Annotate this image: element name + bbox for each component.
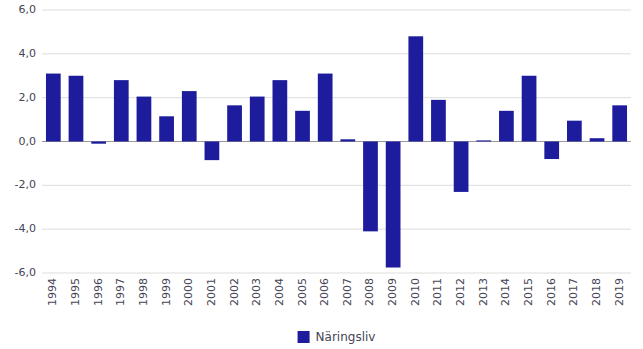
bars [46,36,627,267]
x-tick-label: 2013 [477,278,490,306]
bar [250,97,265,142]
x-tick-label: 2014 [499,278,512,306]
bar [567,121,582,142]
x-tick-label: 2000 [182,278,195,306]
grid-line [42,229,631,230]
y-grid [42,10,631,273]
chart: -6,0 -4,0 -2,0 0,0 2,0 4,0 6,0 1994 1995 1996 1997… [0,0,643,349]
y-tick-label: -2,0 [15,178,36,191]
x-tick-label: 1994 [46,278,59,306]
legend-swatch [298,331,310,343]
y-tick-label: 0,0 [19,135,37,148]
grid-line [42,185,631,186]
x-tick-label: 2011 [431,278,444,306]
bar [91,142,106,144]
bar [137,97,152,142]
x-tick-label: 2001 [205,278,218,306]
x-tick-label: 2019 [613,278,626,306]
bar [114,80,129,141]
bar [612,105,627,141]
bar [499,111,514,142]
bar [295,111,310,142]
bar [318,74,333,142]
bar [454,142,469,192]
x-tick-label: 2012 [454,278,467,306]
x-tick-label: 2015 [522,278,535,306]
bar [159,116,174,141]
bar [476,140,491,141]
x-tick-label: 2009 [386,278,399,306]
y-tick-label: 6,0 [19,3,37,16]
x-tick-label: 2002 [228,278,241,306]
legend-label: Näringsliv [316,330,376,344]
x-tick-label: 2017 [567,278,580,306]
legend: Näringsliv [298,330,376,344]
x-tick-label: 1997 [114,278,127,306]
bar [273,80,288,141]
y-axis: -6,0 -4,0 -2,0 0,0 2,0 4,0 6,0 [15,3,36,279]
x-tick-label: 2016 [545,278,558,306]
y-tick-label: 2,0 [19,91,37,104]
x-tick-label: 2010 [409,278,422,306]
x-tick-label: 2007 [341,278,354,306]
x-tick-label: 2004 [273,278,286,306]
bar [46,74,61,142]
x-tick-label: 2006 [318,278,331,306]
x-tick-label: 1999 [160,278,173,306]
bar [227,105,242,141]
grid-line [42,141,631,142]
y-tick-label: -4,0 [15,222,36,235]
x-tick-label: 2005 [296,278,309,306]
x-tick-label: 1996 [92,278,105,306]
y-tick-label: -6,0 [15,266,36,279]
bar [431,100,446,142]
bar [340,139,355,141]
bar [363,142,378,232]
bar [205,142,220,161]
x-tick-label: 2008 [363,278,376,306]
bar [182,91,197,141]
y-tick-label: 4,0 [19,47,37,60]
x-tick-label: 2003 [250,278,263,306]
chart-container: -6,0 -4,0 -2,0 0,0 2,0 4,0 6,0 1994 1995 1996 1997… [0,0,643,349]
x-tick-label: 2018 [590,278,603,306]
bar [408,36,423,141]
x-axis: 1994 1995 1996 1997 1998 1999 2000 2001 2002 2003… [46,278,625,306]
bar [386,142,401,268]
grid-line [42,97,631,98]
grid-line [42,53,631,54]
grid-line [42,10,631,11]
bar [522,76,537,142]
x-tick-label: 1998 [137,278,150,306]
x-tick-label: 1995 [69,278,82,306]
bar [69,76,84,142]
grid-line [42,273,631,274]
bar [544,142,559,160]
bar [590,138,605,141]
